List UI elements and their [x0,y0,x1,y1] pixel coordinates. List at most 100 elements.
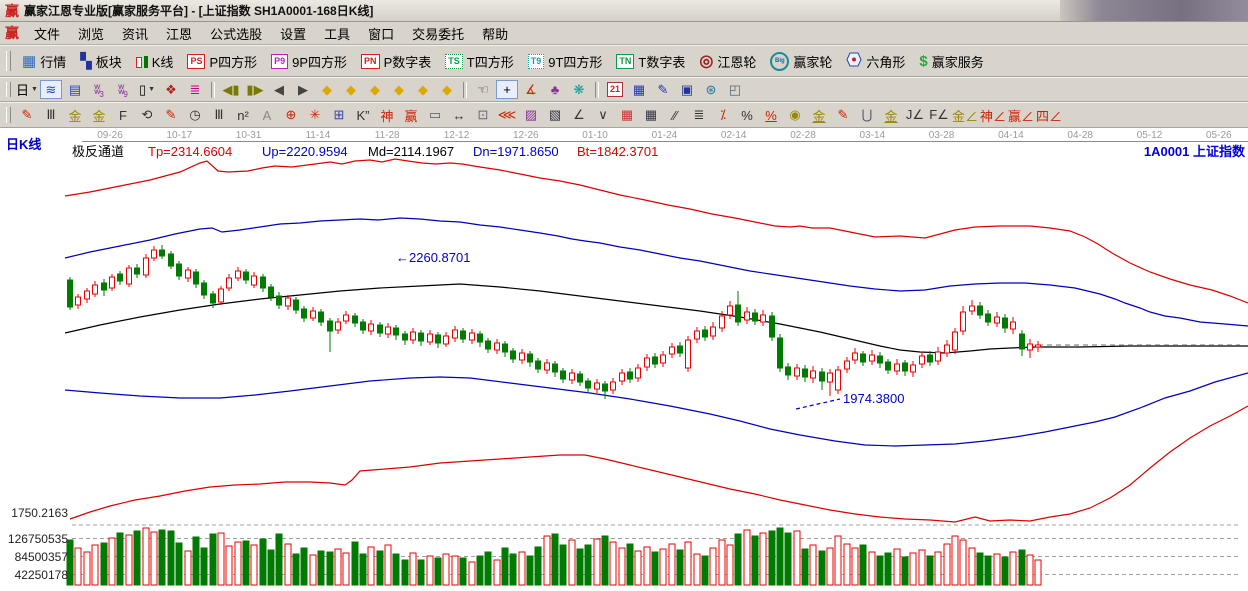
calendar-icon[interactable]: 21 [604,80,626,99]
gann-box-tool[interactable]: ⊞ [328,106,350,125]
shen-angle-tool[interactable]: 神∠ [980,106,1006,125]
menu-item-设置[interactable]: 设置 [280,26,307,42]
zoom-cross-button[interactable]: ◆ [388,80,410,99]
pen-lines-tool[interactable]: ✎ [160,106,182,125]
zoom-horizontal-button[interactable]: ◆ [364,80,386,99]
zoom-left-button[interactable]: ◆ [316,80,338,99]
single-candle-dropdown[interactable]: ▯ ▼ [136,80,158,99]
mirror-tool[interactable]: A [256,106,278,125]
slant-lines-tool[interactable]: ∕∕ [664,106,686,125]
bars-compare-tool[interactable]: ≣ [688,106,710,125]
wave-tool[interactable]: ∨ [592,106,614,125]
menu-item-文件[interactable]: 文件 [34,26,61,42]
prev-bar-button[interactable]: ◀ [268,80,290,99]
k-count-tool[interactable]: K” [352,106,374,125]
comb-lines-tool[interactable]: Ⅲ [40,106,62,125]
notes-icon[interactable]: ▤ [64,80,86,99]
hexagon-button[interactable]: 六角形 [839,50,912,73]
menu-item-浏览[interactable]: 浏览 [78,26,105,42]
zoom-all-button[interactable]: ◆ [436,80,458,99]
titlebar-controls-area[interactable] [1060,0,1248,21]
p-square-button[interactable]: PS P四方形 [180,50,264,73]
ying-magic-tool[interactable]: 赢 [400,106,422,125]
menu-item-交易委托[interactable]: 交易委托 [412,26,465,42]
n-square-tool[interactable]: n² [232,106,254,125]
time-cycle-tool[interactable]: ◷ [184,106,206,125]
angle-tool[interactable]: ∡ [520,80,542,99]
percent-level-tool[interactable]: % [760,106,782,125]
percent-line-tool[interactable]: ⁒ [712,106,734,125]
save-icon[interactable]: ▣ [676,80,698,99]
red-grid-tool[interactable]: ▦ [616,106,638,125]
angle-rays-tool[interactable]: ∠ [568,106,590,125]
chart-area[interactable]: 09-26 10-17 10-31 11-14 11-28 12-12 12-26 01-10… [0,128,1248,586]
toolbar-handle[interactable] [6,107,11,123]
shen-magic-tool[interactable]: 神 [376,106,398,125]
spiral-tool[interactable]: ⟲ [136,106,158,125]
j-angle-tool[interactable]: J∠ [904,106,926,125]
remote-pc-icon[interactable]: ◰ [724,80,746,99]
fan-lines-tool[interactable]: ⋘ [496,106,518,125]
menu-item-工具[interactable]: 工具 [324,26,351,42]
menu-item-公式选股[interactable]: 公式选股 [210,26,263,42]
fan-box-purple-tool[interactable]: ▨ [520,106,542,125]
winner-service-button[interactable]: $ 赢家服务 [912,50,990,73]
menu-item-资讯[interactable]: 资讯 [122,26,149,42]
pen-tool[interactable]: ✎ [16,106,38,125]
p9-square-button[interactable]: P9 9P四方形 [264,50,354,73]
red-pattern-icon[interactable]: ❖ [160,80,182,99]
zoom-right-button[interactable]: ◆ [340,80,362,99]
menu-item-窗口[interactable]: 窗口 [368,26,395,42]
pen-angle-tool[interactable]: ✎ [832,106,854,125]
fibonacci-f-tool[interactable]: F [112,106,134,125]
time-lines-tool[interactable]: Ⅲ [208,106,230,125]
report-icon[interactable]: ✎ [652,80,674,99]
last-bar-button[interactable]: ▮▶ [244,80,266,99]
t9-square-button[interactable]: T9 9T四方形 [521,50,610,73]
volume-profile-icon[interactable]: ≣ [184,80,206,99]
menu-item-江恩[interactable]: 江恩 [166,26,193,42]
t-number-table-button[interactable]: TN T数字表 [609,50,692,73]
si-angle-tool[interactable]: 四∠ [1036,106,1062,125]
t-square-button[interactable]: TS T四方形 [438,50,520,73]
f-angle-tool[interactable]: F∠ [928,106,950,125]
ruler-tool[interactable]: ▭ [424,106,446,125]
gann-wheel-button[interactable]: ◎ 江恩轮 [692,49,763,73]
toolbar-handle[interactable] [6,82,11,97]
grid-arrow-tool[interactable]: ▦ [640,106,662,125]
kline-button[interactable]: K线 [129,50,181,73]
ying-angle-tool[interactable]: 赢∠ [1008,106,1034,125]
hand-tool[interactable]: ☜ [472,80,494,99]
winner-wheel-button[interactable]: Big 赢家轮 [763,50,839,73]
cup-tool[interactable]: ⋃ [856,106,878,125]
menu-item-帮助[interactable]: 帮助 [482,26,509,42]
first-bar-button[interactable]: ◀▮ [220,80,242,99]
next-bar-button[interactable]: ▶ [292,80,314,99]
sectors-button[interactable]: ▚ 板块 [73,50,129,73]
gold-angle-tool[interactable]: 金∠ [952,106,978,125]
gold-line-tool[interactable]: 金 [808,106,830,125]
gann-star-tool[interactable]: ✳ [304,106,326,125]
chart-canvas[interactable]: 09-26 10-17 10-31 11-14 11-28 12-12 12-26 01-10… [0,128,1248,586]
zoom-star-button[interactable]: ◆ [412,80,434,99]
gold-circle-tool[interactable]: ◉ [784,106,806,125]
zigzag-pattern-icon[interactable]: ≋ [40,80,62,99]
period-day-dropdown[interactable]: 日 ▼ [16,80,38,99]
gold-ratio-tool-2[interactable]: 金 [88,106,110,125]
fan-box-dark-tool[interactable]: ▧ [544,106,566,125]
gann-tool-purple[interactable]: ♣ [544,80,566,99]
percent-tool[interactable]: % [736,106,758,125]
box-select-tool[interactable]: ⊡ [472,106,494,125]
width-measure-tool[interactable]: ↔ [448,106,470,125]
gold-ratio-tool-1[interactable]: 金 [64,106,86,125]
crosshair-tool[interactable]: + [496,80,518,99]
calculator-icon[interactable]: ▦ [628,80,650,99]
gann-circle-tool[interactable]: ⊕ [280,106,302,125]
network-icon[interactable]: ⊛ [700,80,722,99]
toolbar-handle[interactable] [6,51,11,71]
p-number-table-button[interactable]: PN P数字表 [354,50,438,73]
pattern-tool-teal[interactable]: ❋ [568,80,590,99]
gold-red-line-tool[interactable]: 金 [880,106,902,125]
